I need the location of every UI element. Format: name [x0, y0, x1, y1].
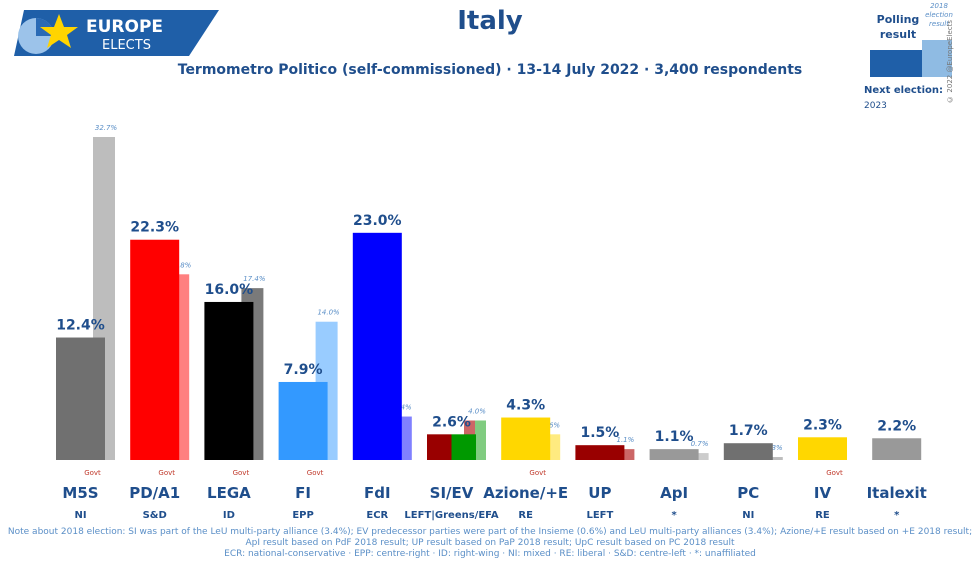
govt-label-iv: Govt: [826, 469, 843, 477]
party-name-fi: FI: [295, 484, 311, 502]
poll-label-azione-e: 4.3%: [506, 398, 545, 414]
govt-label-fi: Govt: [307, 469, 324, 477]
legend-election-swatch: [922, 40, 952, 77]
party-group-fi: EPP: [292, 510, 314, 521]
poll-label-italexit: 2.2%: [877, 418, 916, 434]
party-group-lega: ID: [223, 510, 235, 521]
govt-label-azione-e: Govt: [529, 469, 546, 477]
party-name-azione-e: Azione/+E: [483, 484, 568, 502]
party-group-iv: RE: [815, 510, 830, 521]
poll-bar-pd-a1: [130, 239, 180, 460]
poll-bar-si-ev-a: [427, 434, 452, 460]
govt-label-pd-a1: Govt: [158, 469, 175, 477]
party-name-lega: LEGA: [207, 484, 251, 502]
prev-label-api: 0.7%: [691, 440, 709, 448]
legend: Polling result 2018 election result Next…: [862, 0, 980, 120]
footnotes: Note about 2018 election: SI was part of…: [0, 527, 980, 560]
poll-label-fi: 7.9%: [284, 362, 323, 378]
party-group-pd-a1: S&D: [143, 510, 167, 521]
party-name-si-ev: SI/EV: [430, 484, 474, 502]
prev-label-pd-a1: 18.8%: [169, 261, 192, 269]
legend-polling-label: Polling result: [876, 13, 920, 41]
poll-label-fdi: 23.0%: [353, 213, 402, 229]
prev-label-si-ev: 4.0%: [468, 407, 486, 415]
footnote-line-3: ECR: national-conservative · EPP: centre…: [224, 549, 756, 559]
footnote-line-2: ApI result based on PdF 2018 result; UP …: [245, 538, 735, 548]
govt-label-m5s: Govt: [84, 469, 101, 477]
party-group-up: LEFT: [586, 510, 613, 521]
footnote-line-1: Note about 2018 election: SI was part of…: [7, 527, 973, 537]
logo-banner: [14, 10, 219, 56]
poll-label-si-ev: 2.6%: [432, 414, 471, 430]
poll-label-iv: 2.3%: [803, 417, 842, 433]
page-subtitle: Termometro Politico (self-commissioned) …: [177, 62, 803, 78]
party-name-m5s: M5S: [62, 484, 98, 502]
next-election-label: Next election:: [864, 85, 943, 96]
prev-label-fi: 14.0%: [317, 309, 340, 317]
poll-bar-italexit: [872, 438, 922, 460]
prev-label-up: 1.1%: [617, 436, 635, 444]
poll-bar-m5s: [56, 337, 105, 460]
poll-bar-up: [575, 445, 625, 460]
prev-label-pc: 0.3%: [765, 444, 783, 452]
party-name-italexit: Italexit: [867, 484, 927, 502]
party-name-up: UP: [588, 484, 611, 502]
prev-label-m5s: 32.7%: [95, 124, 118, 132]
poll-bar-lega: [204, 301, 254, 460]
poll-label-pd-a1: 22.3%: [130, 220, 179, 236]
party-name-pd-a1: PD/A1: [129, 484, 180, 502]
legend-election-label: 2018 election result: [925, 2, 953, 28]
europe-elects-logo: EUROPE ELECTS: [14, 10, 219, 56]
prev-label-lega: 17.4%: [243, 275, 266, 283]
poll-bar-fdi: [352, 232, 402, 460]
logo-line2: ELECTS: [102, 38, 151, 53]
party-group-italexit: *: [894, 510, 900, 521]
logo-line1: EUROPE: [86, 17, 163, 37]
poll-label-pc: 1.7%: [729, 423, 768, 439]
legend-polling-swatch: [870, 50, 928, 77]
prev-label-fdi: 4.4%: [394, 404, 412, 412]
page-title: Italy: [457, 6, 523, 36]
party-name-pc: PC: [737, 484, 759, 502]
next-election-year: 2023: [864, 101, 887, 111]
party-group-pc: NI: [742, 510, 754, 521]
prev-label-azione-e: 2.6%: [542, 421, 560, 429]
party-group-api: *: [671, 510, 677, 521]
govt-label-lega: Govt: [233, 469, 250, 477]
party-group-si-ev: LEFT|Greens/EFA: [404, 510, 498, 521]
poll-label-lega: 16.0%: [205, 282, 254, 298]
poll-bar-azione-e: [501, 417, 551, 460]
poll-bar-api: [649, 449, 699, 460]
poll-bar-iv: [798, 437, 847, 460]
poll-label-up: 1.5%: [580, 425, 619, 441]
party-group-m5s: NI: [74, 510, 86, 521]
party-name-fdi: FdI: [364, 484, 391, 502]
poll-bar-pc: [723, 443, 773, 460]
poll-label-api: 1.1%: [655, 429, 694, 445]
party-name-iv: IV: [814, 484, 832, 502]
party-name-api: ApI: [660, 484, 688, 502]
prev-bar-si-ev-b: [475, 420, 486, 460]
poll-bar-fi: [278, 381, 328, 460]
party-group-fdi: ECR: [366, 510, 388, 521]
poll-bar-si-ev-b: [451, 434, 476, 460]
party-group-azione-e: RE: [518, 510, 533, 521]
star-icon: [40, 14, 78, 48]
poll-label-m5s: 12.4%: [56, 318, 105, 334]
